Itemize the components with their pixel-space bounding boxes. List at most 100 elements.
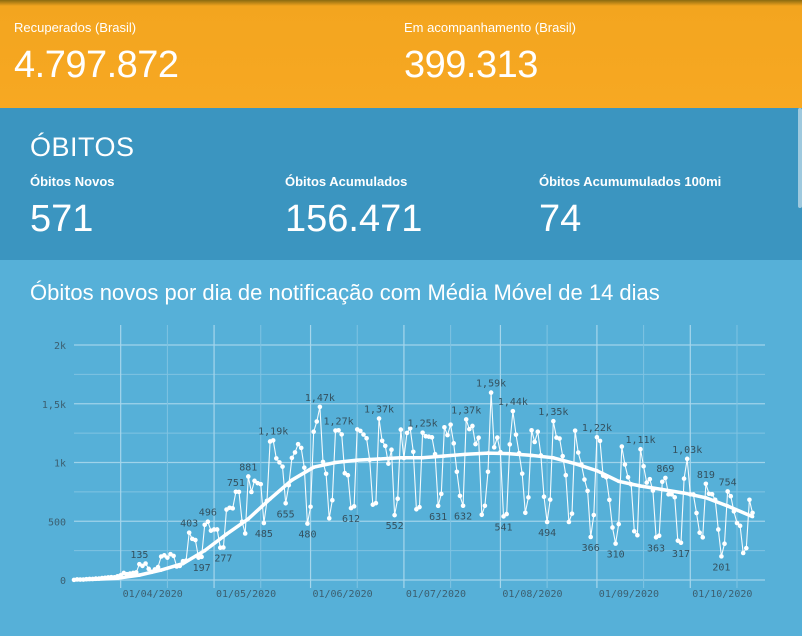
daily-point <box>351 504 357 509</box>
daily-point <box>582 477 587 482</box>
daily-point <box>498 449 503 455</box>
daily-point <box>429 435 435 440</box>
data-label: 881 <box>239 462 257 473</box>
data-label: 631 <box>429 512 447 523</box>
daily-point <box>535 429 541 435</box>
obitos-novos-value: 571 <box>30 198 94 240</box>
y-tick-label: 500 <box>48 517 66 528</box>
daily-point <box>305 521 310 526</box>
data-label: 541 <box>495 522 513 533</box>
recovered-panel: Recuperados (Brasil) 4.797.872 Em acompa… <box>0 0 802 108</box>
average-point <box>311 465 316 469</box>
daily-point <box>516 450 522 456</box>
x-tick-label: 01/10/2020 <box>692 589 752 600</box>
daily-point <box>330 497 335 503</box>
scrollbar[interactable] <box>798 108 802 208</box>
daily-point <box>395 496 401 501</box>
data-label: 363 <box>647 543 665 554</box>
daily-point <box>298 445 304 451</box>
daily-point <box>323 471 329 477</box>
data-label: 317 <box>672 549 690 560</box>
data-label: 1,44k <box>498 397 528 408</box>
chart-title: Óbitos novos por dia de notificação com … <box>30 280 660 305</box>
daily-point <box>719 554 724 559</box>
data-label: 135 <box>130 550 148 561</box>
data-label: 496 <box>199 508 217 519</box>
data-label: 552 <box>386 521 404 532</box>
daily-point <box>575 450 581 455</box>
average-point <box>377 457 381 461</box>
chart-panel: Óbitos novos por dia de notificação com … <box>0 260 802 636</box>
daily-point <box>560 453 565 459</box>
daily-point <box>488 390 494 395</box>
daily-point <box>523 510 528 516</box>
daily-point <box>435 503 441 509</box>
data-label: 612 <box>342 514 360 525</box>
average-point <box>202 548 207 553</box>
daily-point <box>610 525 615 530</box>
x-tick-label: 01/04/2020 <box>123 589 183 600</box>
average-point <box>704 495 708 500</box>
average-point <box>573 461 577 466</box>
average-point <box>72 578 76 582</box>
daily-point <box>744 545 749 551</box>
daily-point <box>588 534 593 540</box>
daily-point <box>526 495 531 500</box>
daily-point <box>551 418 556 424</box>
average-point <box>181 561 185 566</box>
x-tick-label: 01/05/2020 <box>216 589 276 600</box>
daily-point <box>410 449 416 455</box>
daily-point <box>454 469 460 475</box>
daily-point <box>236 489 242 495</box>
data-label: 366 <box>582 543 600 554</box>
daily-point <box>155 564 161 570</box>
average-point <box>224 532 229 536</box>
daily-point <box>149 569 155 575</box>
recuperados-value: 4.797.872 <box>14 44 179 86</box>
daily-point <box>722 541 727 546</box>
daily-point <box>495 435 500 440</box>
daily-point <box>607 497 612 503</box>
daily-point <box>491 445 497 450</box>
daily-point <box>504 511 509 517</box>
daily-point <box>547 497 553 502</box>
daily-point <box>407 426 413 431</box>
daily-point <box>482 503 488 509</box>
data-label: 1,47k <box>305 393 335 404</box>
daily-point <box>320 459 326 465</box>
daily-point <box>501 514 506 519</box>
data-label: 480 <box>298 530 316 541</box>
acompanhamento-value: 399.313 <box>404 44 538 86</box>
daily-point <box>339 432 344 437</box>
daily-point <box>510 408 516 414</box>
daily-point <box>538 453 544 458</box>
daily-point <box>644 480 650 485</box>
daily-point <box>193 537 198 543</box>
daily-point <box>261 520 267 526</box>
daily-point <box>656 533 662 539</box>
deaths-line-chart: 01/04/2020 01/05/2020 01/06/2020 01/07/2020… <box>42 325 765 600</box>
average-point <box>725 504 730 508</box>
x-tick-label: 01/07/2020 <box>406 589 466 600</box>
daily-point <box>725 489 730 494</box>
daily-point <box>691 492 696 497</box>
daily-point <box>252 478 257 484</box>
data-label: 869 <box>656 464 674 475</box>
daily-point <box>740 550 746 556</box>
daily-point <box>737 523 743 529</box>
daily-point <box>631 528 637 534</box>
daily-point <box>364 435 369 441</box>
data-label: 754 <box>719 477 737 488</box>
daily-point <box>165 555 170 560</box>
x-tick-label: 01/06/2020 <box>312 589 372 600</box>
data-label: 1,25k <box>408 419 438 430</box>
daily-point <box>270 438 276 443</box>
average-point <box>507 451 512 456</box>
obitos-per100-value: 74 <box>539 198 582 240</box>
average-point <box>682 491 686 495</box>
average-point <box>333 460 338 465</box>
obitos-per100-label: Óbitos Acumumulados 100mi <box>539 174 722 189</box>
daily-point <box>420 430 425 435</box>
daily-point <box>283 500 288 506</box>
daily-point <box>594 434 600 440</box>
